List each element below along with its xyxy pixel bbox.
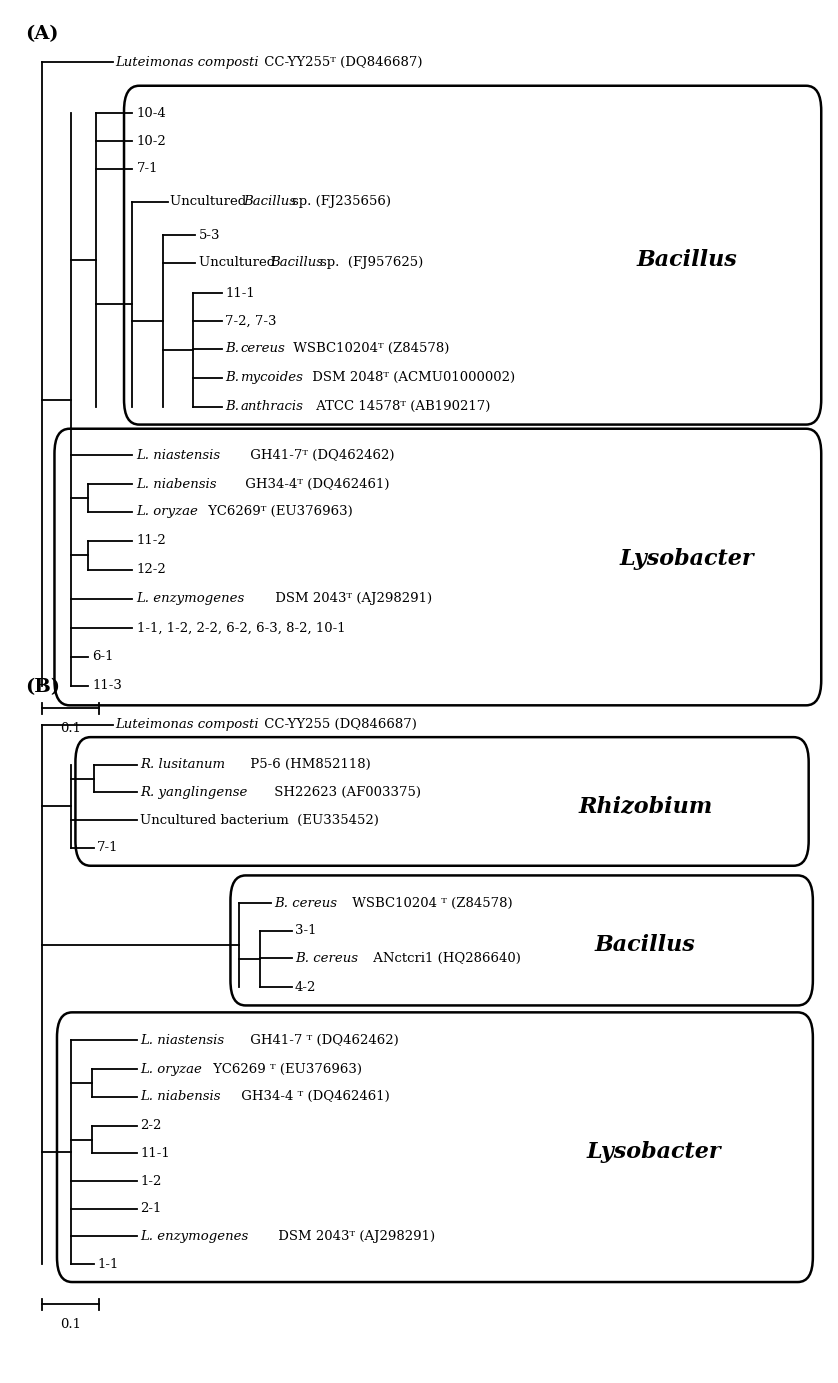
Text: GH41-7 ᵀ (DQ462462): GH41-7 ᵀ (DQ462462)	[246, 1033, 398, 1047]
Text: R. yanglingense: R. yanglingense	[140, 786, 247, 799]
Text: L. enzymogenes: L. enzymogenes	[140, 1229, 248, 1243]
Text: Bacillus: Bacillus	[271, 256, 323, 270]
Text: 1-2: 1-2	[140, 1174, 162, 1188]
Text: Luteimonas composti: Luteimonas composti	[116, 55, 259, 69]
Text: 11-3: 11-3	[92, 679, 122, 693]
Text: WSBC10204ᵀ (Z84578): WSBC10204ᵀ (Z84578)	[289, 342, 449, 355]
Text: Uncultured: Uncultured	[170, 195, 251, 209]
Text: 10-4: 10-4	[137, 106, 167, 120]
Text: L. niastensis: L. niastensis	[140, 1033, 224, 1047]
Text: Uncultured: Uncultured	[199, 256, 279, 270]
Text: (B): (B)	[25, 678, 60, 696]
Text: Lysobacter: Lysobacter	[587, 1141, 721, 1163]
Text: ATCC 14578ᵀ (AB190217): ATCC 14578ᵀ (AB190217)	[312, 400, 490, 414]
Text: 3-1: 3-1	[295, 924, 317, 938]
Text: DSM 2043ᵀ (AJ298291): DSM 2043ᵀ (AJ298291)	[271, 592, 432, 606]
Text: L. niastensis: L. niastensis	[137, 448, 220, 462]
Text: YC6269 ᵀ (EU376963): YC6269 ᵀ (EU376963)	[209, 1062, 362, 1076]
Text: B. cereus: B. cereus	[274, 896, 337, 910]
Text: GH34-4ᵀ (DQ462461): GH34-4ᵀ (DQ462461)	[241, 477, 389, 491]
Text: 2-1: 2-1	[140, 1202, 162, 1216]
Text: 1-1: 1-1	[97, 1257, 119, 1271]
Text: Bacillus: Bacillus	[637, 249, 737, 271]
Text: sp. (FJ235656): sp. (FJ235656)	[292, 195, 391, 209]
Text: 7-1: 7-1	[97, 841, 119, 855]
Text: SH22623 (AF003375): SH22623 (AF003375)	[270, 786, 421, 799]
Text: B.: B.	[225, 400, 240, 414]
Text: 2-2: 2-2	[140, 1119, 162, 1133]
Text: mycoides: mycoides	[241, 371, 303, 384]
Text: sp.  (FJ957625): sp. (FJ957625)	[320, 256, 423, 270]
Text: B.: B.	[225, 371, 240, 384]
Text: 4-2: 4-2	[295, 981, 317, 994]
Text: CC-YY255ᵀ (DQ846687): CC-YY255ᵀ (DQ846687)	[260, 55, 422, 69]
Text: L. oryzae: L. oryzae	[137, 505, 199, 519]
Text: cereus: cereus	[241, 342, 285, 355]
Text: 11-2: 11-2	[137, 534, 167, 548]
Text: anthracis: anthracis	[241, 400, 303, 414]
Text: YC6269ᵀ (EU376963): YC6269ᵀ (EU376963)	[204, 505, 354, 519]
Text: Bacillus: Bacillus	[243, 195, 296, 209]
Text: 7-2, 7-3: 7-2, 7-3	[225, 314, 277, 328]
Text: 5-3: 5-3	[199, 228, 220, 242]
Text: 0.1: 0.1	[59, 1318, 81, 1330]
Text: 10-2: 10-2	[137, 134, 167, 148]
Text: Uncultured bacterium  (EU335452): Uncultured bacterium (EU335452)	[140, 813, 379, 827]
Text: DSM 2043ᵀ (AJ298291): DSM 2043ᵀ (AJ298291)	[274, 1229, 435, 1243]
Text: R. lusitanum: R. lusitanum	[140, 758, 225, 772]
Text: CC-YY255 (DQ846687): CC-YY255 (DQ846687)	[260, 718, 416, 732]
Text: ANctcri1 (HQ286640): ANctcri1 (HQ286640)	[369, 952, 520, 965]
Text: GH34-4 ᵀ (DQ462461): GH34-4 ᵀ (DQ462461)	[237, 1090, 390, 1104]
Text: B. cereus: B. cereus	[295, 952, 358, 965]
Text: 0.1: 0.1	[59, 722, 81, 734]
Text: 6-1: 6-1	[92, 650, 114, 664]
Text: L. niabensis: L. niabensis	[140, 1090, 220, 1104]
Text: GH41-7ᵀ (DQ462462): GH41-7ᵀ (DQ462462)	[246, 448, 394, 462]
Text: P5-6 (HM852118): P5-6 (HM852118)	[246, 758, 370, 772]
Text: L. oryzae: L. oryzae	[140, 1062, 202, 1076]
Text: L. enzymogenes: L. enzymogenes	[137, 592, 245, 606]
Text: B.: B.	[225, 342, 240, 355]
Text: (A): (A)	[25, 25, 59, 43]
Text: Lysobacter: Lysobacter	[620, 549, 754, 570]
Text: 1-1, 1-2, 2-2, 6-2, 6-3, 8-2, 10-1: 1-1, 1-2, 2-2, 6-2, 6-3, 8-2, 10-1	[137, 621, 345, 635]
Text: WSBC10204 ᵀ (Z84578): WSBC10204 ᵀ (Z84578)	[348, 896, 512, 910]
Text: 12-2: 12-2	[137, 563, 167, 577]
Text: L. niabensis: L. niabensis	[137, 477, 217, 491]
Text: 11-1: 11-1	[225, 286, 256, 300]
Text: Rhizobium: Rhizobium	[578, 795, 712, 817]
Text: DSM 2048ᵀ (ACMU01000002): DSM 2048ᵀ (ACMU01000002)	[308, 371, 515, 384]
Text: 11-1: 11-1	[140, 1147, 170, 1160]
Text: Luteimonas composti: Luteimonas composti	[116, 718, 259, 732]
Text: 7-1: 7-1	[137, 162, 158, 176]
Text: Bacillus: Bacillus	[595, 935, 696, 956]
